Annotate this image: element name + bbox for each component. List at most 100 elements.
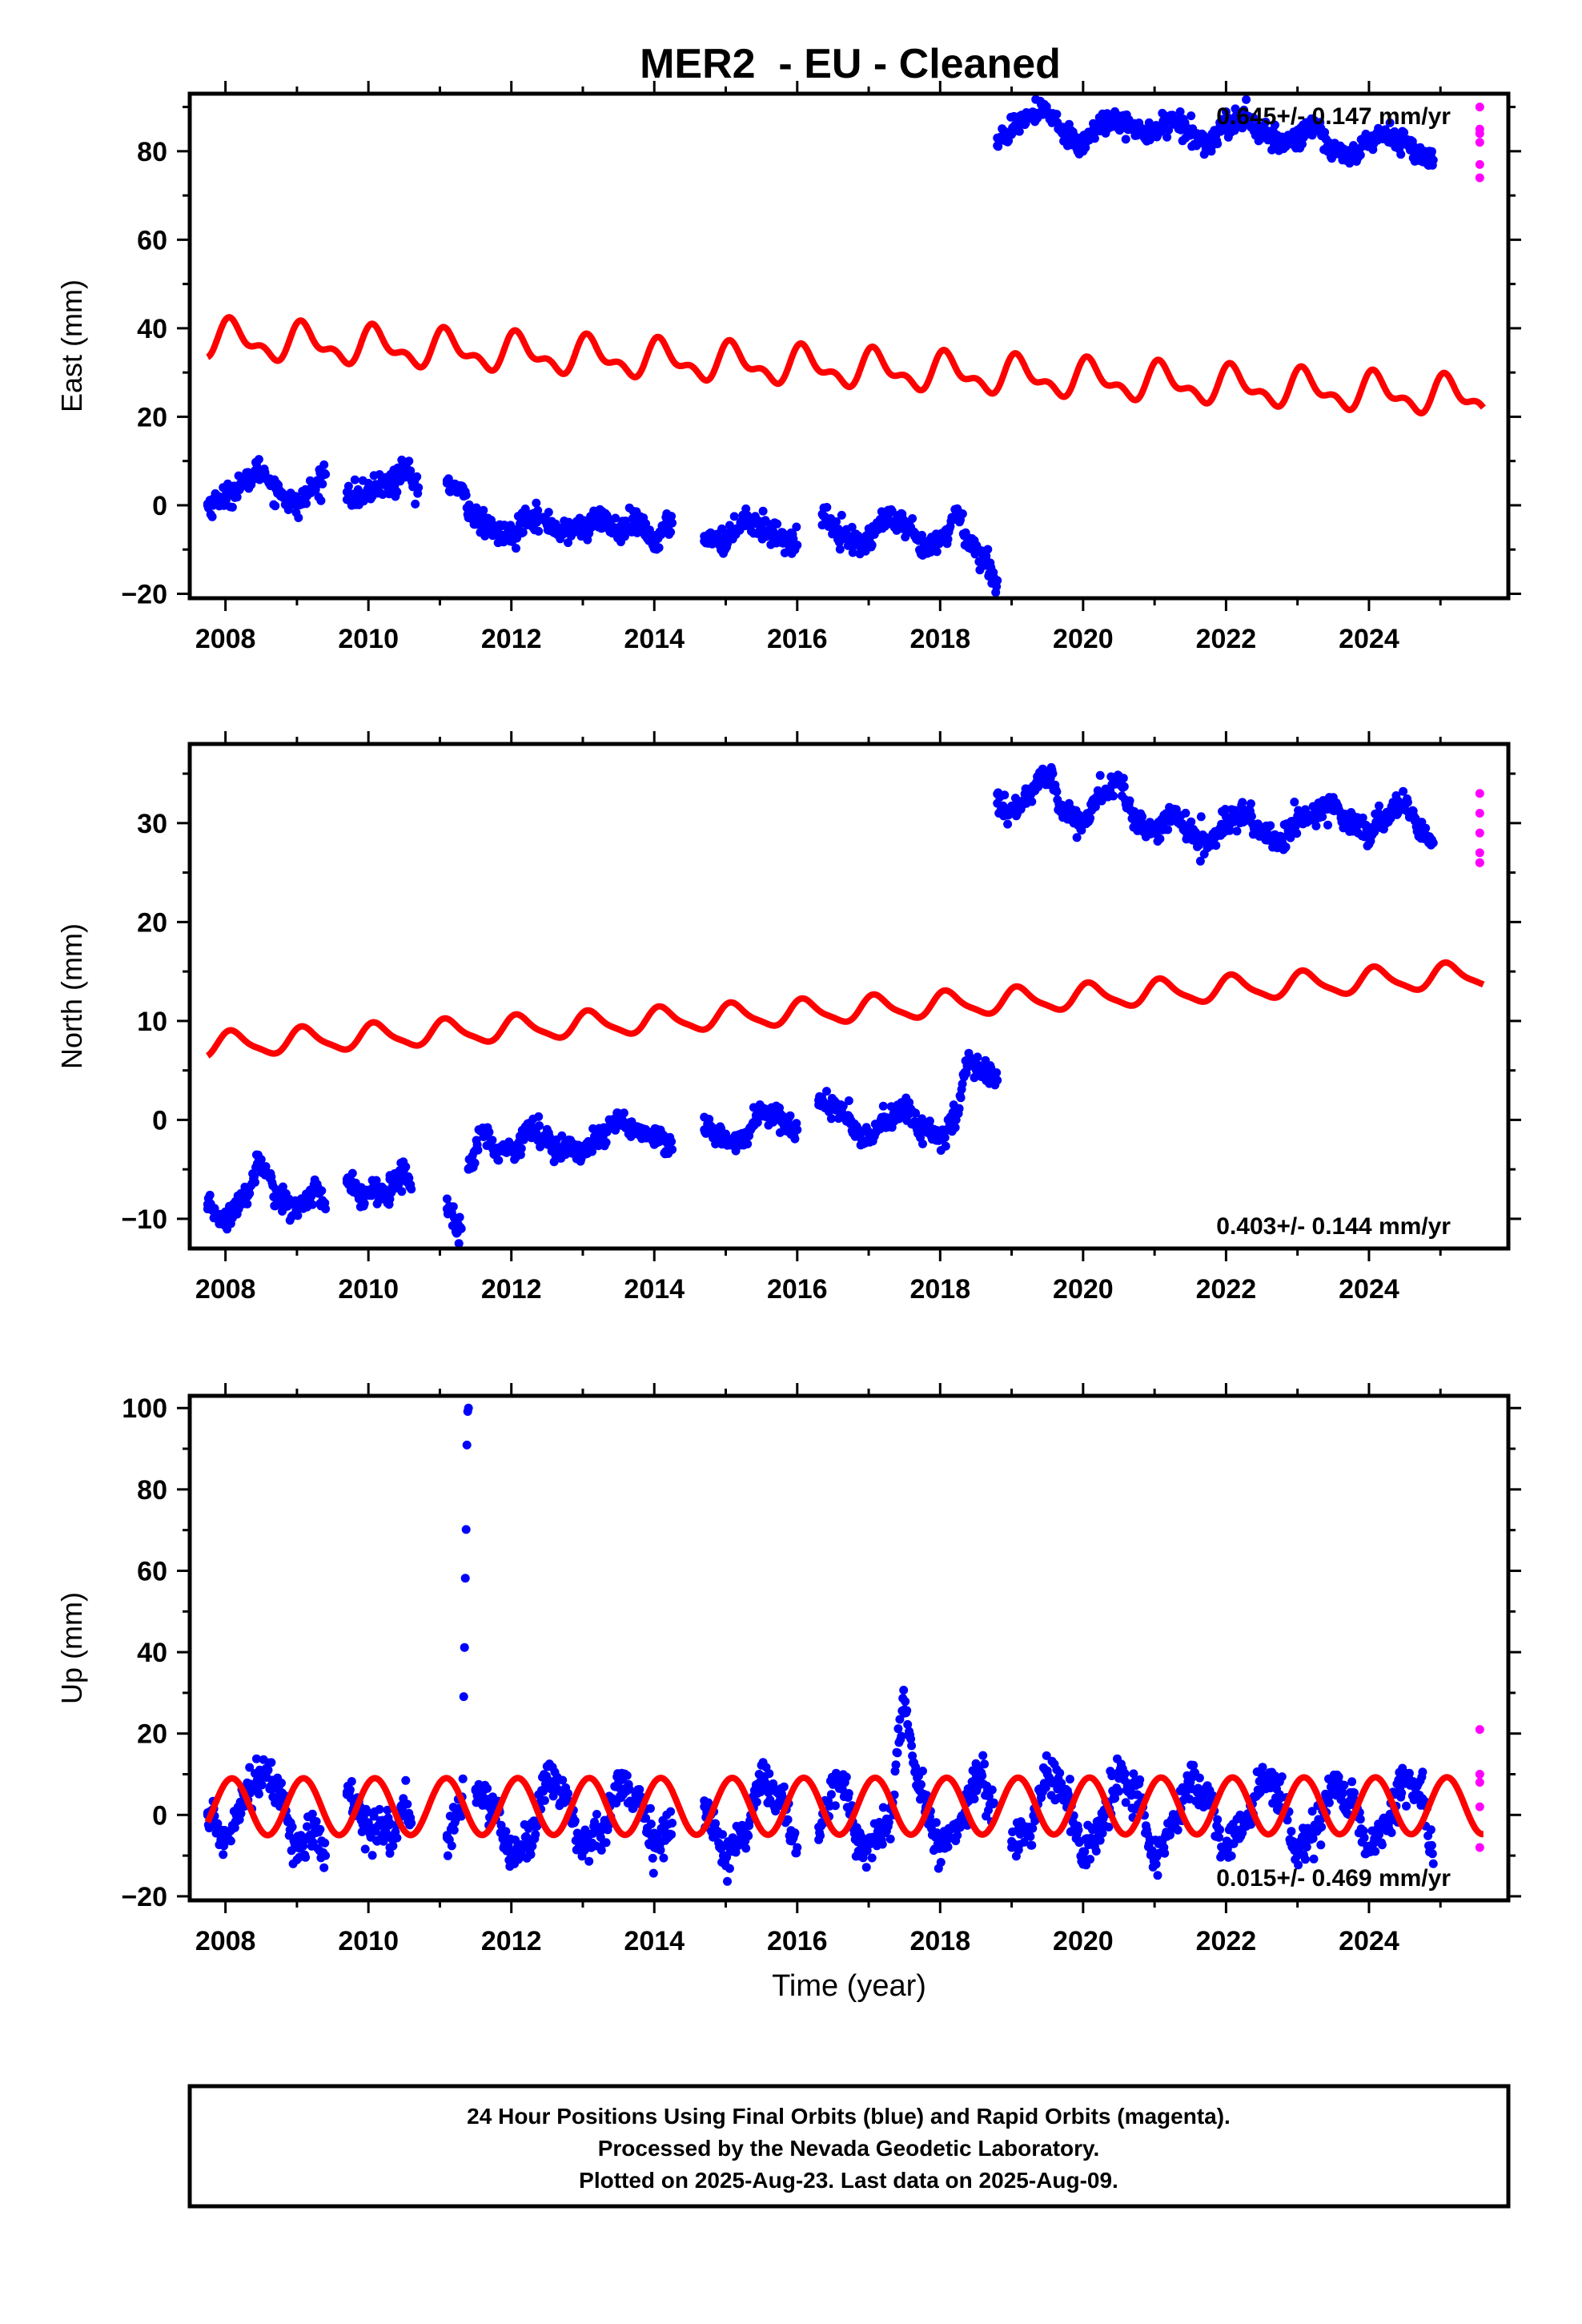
data-point <box>592 1810 601 1819</box>
data-point <box>1025 789 1034 798</box>
data-point <box>1007 1843 1017 1852</box>
data-point <box>1338 1789 1347 1799</box>
data-point <box>1328 147 1338 156</box>
data-point <box>528 1841 537 1851</box>
data-point <box>1355 151 1365 160</box>
data-point <box>321 469 331 479</box>
data-point <box>488 527 498 537</box>
data-point <box>731 1848 741 1857</box>
data-point <box>895 1715 905 1724</box>
data-point <box>1104 1823 1114 1831</box>
data-point <box>1239 1823 1249 1832</box>
data-point <box>1007 129 1017 139</box>
data-point <box>1247 811 1256 821</box>
data-point <box>822 503 832 512</box>
data-point <box>1175 107 1185 116</box>
data-point <box>1000 790 1010 800</box>
data-point <box>1132 129 1142 139</box>
data-point <box>236 1809 246 1819</box>
data-point <box>1328 798 1338 808</box>
x-tick-label: 2008 <box>195 1274 256 1305</box>
data-point <box>765 1769 774 1779</box>
data-point <box>911 1762 921 1771</box>
data-point <box>980 1759 990 1769</box>
data-point <box>400 465 409 475</box>
x-tick-label: 2008 <box>195 1926 256 1956</box>
data-point <box>584 1856 594 1866</box>
data-point <box>239 1194 248 1204</box>
data-point <box>1317 1822 1327 1831</box>
data-point <box>1428 1859 1438 1868</box>
data-point <box>793 541 802 550</box>
data-point <box>319 460 329 469</box>
model-curve <box>205 314 1486 416</box>
data-point <box>1186 828 1195 838</box>
data-point <box>342 1790 351 1799</box>
data-point <box>620 532 629 541</box>
data-point <box>1311 120 1320 130</box>
data-point <box>321 1204 331 1214</box>
data-point <box>492 1144 502 1154</box>
data-point <box>646 1819 656 1829</box>
data-point <box>371 1827 380 1836</box>
data-point <box>534 1112 544 1121</box>
data-point <box>857 1843 866 1852</box>
data-point <box>383 1805 392 1815</box>
data-point <box>654 543 664 553</box>
x-tick-label: 2014 <box>624 1926 685 1956</box>
data-point <box>1339 1780 1349 1790</box>
data-point <box>878 1101 888 1111</box>
data-point <box>826 1114 836 1124</box>
x-tick-label: 2020 <box>1053 624 1114 654</box>
data-point <box>1090 134 1099 143</box>
y-tick-label: 20 <box>137 1719 167 1750</box>
data-point <box>496 1820 506 1830</box>
data-point <box>596 514 605 524</box>
y-tick-label: 80 <box>137 137 167 167</box>
rapid-orbit-points <box>1475 789 1484 867</box>
plot-area <box>203 94 1486 597</box>
data-point <box>1292 829 1302 838</box>
data-point <box>378 478 387 488</box>
data-point <box>950 1123 960 1132</box>
data-point <box>1311 808 1320 818</box>
data-point <box>1186 129 1195 139</box>
data-point <box>757 1774 766 1783</box>
data-point <box>342 487 351 497</box>
data-point <box>307 1809 317 1819</box>
data-point <box>1242 94 1251 104</box>
data-point <box>245 1763 255 1772</box>
rapid-point <box>1475 1725 1484 1735</box>
data-point <box>347 1777 356 1786</box>
data-point <box>596 1827 605 1836</box>
data-point <box>1155 834 1165 843</box>
data-point <box>342 1175 351 1184</box>
data-point <box>1203 838 1213 848</box>
data-point <box>507 532 516 541</box>
data-point <box>219 1850 228 1860</box>
y-tick-label: 10 <box>137 1007 167 1037</box>
data-point <box>992 1068 1002 1077</box>
data-point <box>881 514 891 524</box>
data-point <box>1359 1826 1368 1835</box>
data-point <box>1164 126 1174 135</box>
rapid-orbit-points <box>1475 1725 1484 1852</box>
data-point <box>275 1786 284 1795</box>
data-point <box>917 1114 926 1124</box>
data-point <box>400 1798 409 1807</box>
x-axis-label: Time (year) <box>772 1969 926 2003</box>
data-point <box>649 536 659 545</box>
data-point <box>848 548 857 557</box>
data-point <box>507 1144 516 1154</box>
data-point <box>943 1842 953 1852</box>
data-point <box>1227 1852 1236 1860</box>
data-point <box>483 1783 492 1793</box>
data-point <box>1347 1798 1356 1807</box>
data-point <box>1114 778 1123 788</box>
data-point <box>1203 138 1213 147</box>
y-tick-label: 20 <box>137 402 167 432</box>
data-point <box>774 532 784 541</box>
data-point <box>1334 1772 1343 1782</box>
data-point <box>1364 1843 1374 1852</box>
